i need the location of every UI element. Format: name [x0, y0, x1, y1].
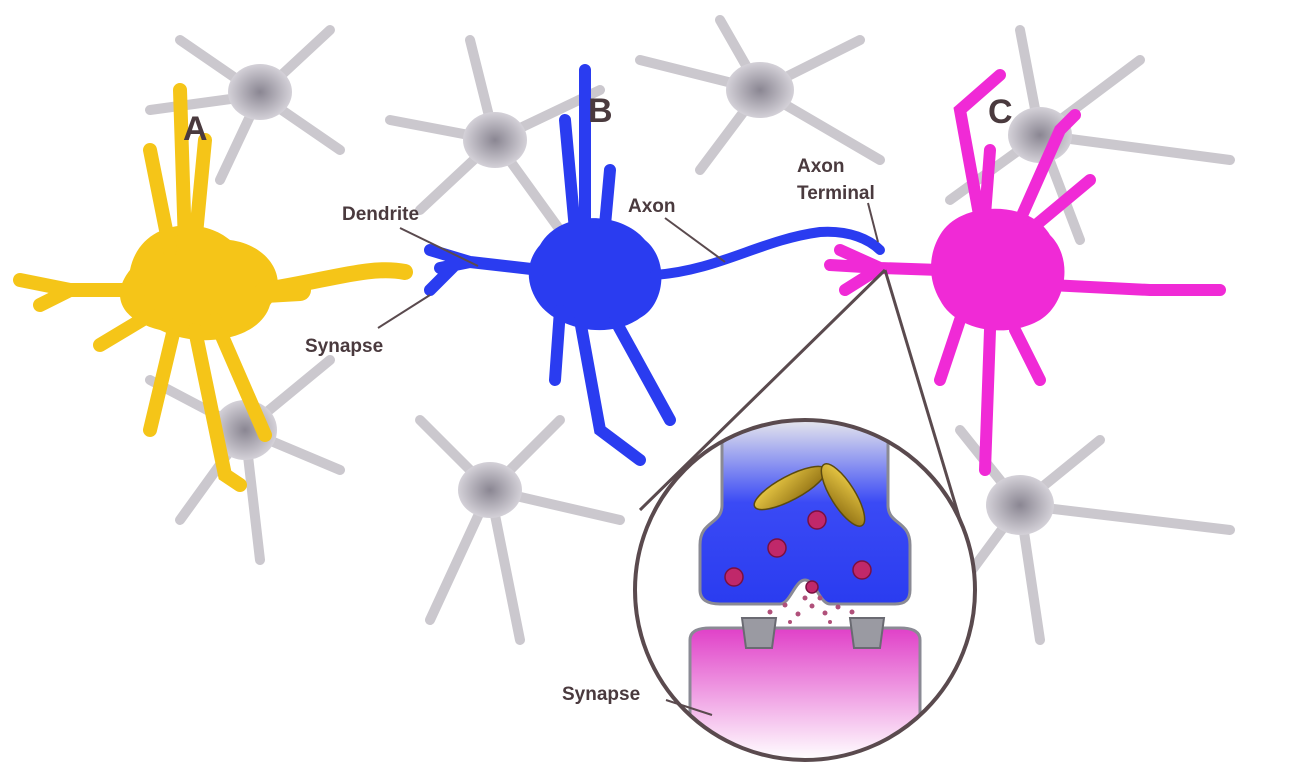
- zoom-callout: [633, 268, 977, 762]
- label-leaders: [377, 202, 879, 716]
- receptor-left: [740, 617, 778, 649]
- neuron-a-soma: [120, 225, 278, 341]
- neurotransmitter-particles: [767, 595, 855, 624]
- vesicle: [807, 510, 827, 530]
- vesicle: [724, 567, 744, 587]
- synapse-closeup: [688, 420, 922, 760]
- synapse-bottom-leader: [665, 699, 713, 716]
- mitochondrion-2: [820, 463, 866, 527]
- neuron-a-label: A: [183, 110, 208, 148]
- background-neuron-7: [945, 425, 1235, 645]
- synapse-left-leader: [377, 294, 431, 329]
- neuron-b-axon: [650, 226, 885, 280]
- vesicle: [852, 560, 872, 580]
- neuron-c-soma: [931, 208, 1065, 331]
- synapse-left-label: Synapse: [305, 336, 383, 357]
- neuron-b: [424, 64, 885, 466]
- background-neuron-3: [635, 15, 885, 175]
- zoom-circle-border: [633, 418, 977, 762]
- presynaptic-terminal: [698, 420, 912, 606]
- background-neuron-4: [945, 25, 1235, 245]
- neuron-c: [824, 69, 1226, 476]
- background-neuron-1: [145, 25, 345, 185]
- axon-leader: [664, 217, 726, 263]
- axon-terminal-label-line2: Terminal: [797, 183, 875, 204]
- background-neuron-6: [415, 415, 625, 645]
- synapse-bottom-label: Synapse: [562, 684, 640, 705]
- background-neurons: [145, 15, 1235, 645]
- dendrite-leader: [399, 227, 479, 267]
- neuron-b-soma: [528, 218, 662, 331]
- axon-terminal-leader: [867, 202, 879, 243]
- axon-label: Axon: [628, 196, 676, 217]
- receptor-right: [848, 617, 886, 649]
- synaptic-vesicles: [724, 510, 872, 594]
- zoom-leader-left: [638, 268, 887, 512]
- neuron-a: [13, 83, 413, 492]
- neuron-c-dendrites: [824, 69, 1226, 476]
- vesicle: [767, 538, 787, 558]
- neuron-a-dendrites: [13, 83, 272, 492]
- postsynaptic-membrane: [688, 626, 922, 760]
- dendrite-label: Dendrite: [342, 204, 419, 225]
- axon-terminal-label-line1: Axon: [797, 156, 845, 177]
- background-neuron-2: [385, 35, 605, 235]
- vesicle: [805, 580, 819, 594]
- neuron-b-label: B: [588, 92, 613, 130]
- neuron-c-label: C: [988, 93, 1013, 131]
